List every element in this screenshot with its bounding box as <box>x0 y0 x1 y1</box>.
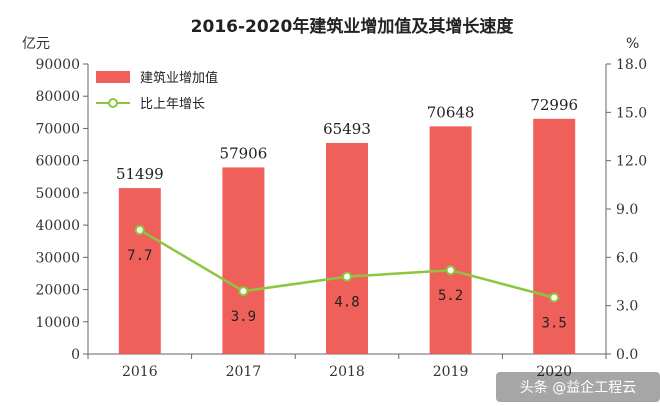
watermark-background <box>496 372 660 402</box>
bar <box>429 126 472 354</box>
left-tick-label: 60000 <box>35 154 80 170</box>
growth-line-group: 7.7 3.9 4.8 5.2 3.5 <box>127 224 567 332</box>
left-tick-label: 50000 <box>35 186 80 202</box>
bar <box>118 188 161 354</box>
x-tick-label: 2016 <box>122 364 158 380</box>
growth-point <box>238 286 249 297</box>
x-tick-label: 2019 <box>433 364 469 380</box>
legend-line-marker <box>108 98 118 108</box>
bar-value-label: 70648 <box>427 103 475 121</box>
watermark: 头条 @益企工程云 <box>496 372 660 402</box>
right-tick-label: 12.0 <box>616 154 647 170</box>
legend-bar-swatch <box>96 71 130 83</box>
growth-point <box>445 265 456 276</box>
left-tick-label: 80000 <box>35 89 80 105</box>
growth-value-label: 7.7 <box>127 248 152 264</box>
bars-group <box>118 118 576 354</box>
growth-point <box>134 224 145 235</box>
bar-value-label: 72996 <box>530 96 578 114</box>
growth-value-label: 3.5 <box>542 316 567 332</box>
right-tick-label: 3.0 <box>616 299 638 315</box>
bar-value-label: 65493 <box>323 120 371 138</box>
x-tick-label: 2018 <box>329 364 365 380</box>
growth-value-label: 4.8 <box>334 295 359 311</box>
bar <box>533 118 576 354</box>
bar-labels-group: 51499 57906 65493 70648 72996 <box>116 96 578 183</box>
left-tick-label: 10000 <box>35 315 80 331</box>
left-axis-unit: 亿元 <box>22 36 50 52</box>
right-axis-unit: % <box>626 36 639 52</box>
watermark-text: 头条 @益企工程云 <box>520 379 636 396</box>
growth-point <box>549 292 560 303</box>
left-tick-label: 30000 <box>35 250 80 266</box>
x-tick-label: 2017 <box>226 364 262 380</box>
right-tick-label: 18.0 <box>616 57 647 73</box>
left-tick-label: 40000 <box>35 218 80 234</box>
right-tick-label: 0.0 <box>616 347 638 363</box>
right-tick-label: 6.0 <box>616 250 638 266</box>
left-tick-label: 0 <box>71 347 80 363</box>
growth-point <box>342 271 352 282</box>
right-tick-label: 15.0 <box>616 105 647 121</box>
growth-value-label: 5.2 <box>438 288 463 304</box>
bar-value-label: 57906 <box>220 144 268 162</box>
right-tick-label: 9.0 <box>616 202 638 218</box>
bar <box>326 142 368 354</box>
bar-value-label: 51499 <box>116 165 164 183</box>
growth-value-label: 3.9 <box>231 309 256 325</box>
legend-line-label: 比上年增长 <box>140 97 205 112</box>
chart-title: 2016-2020年建筑业增加值及其增长速度 <box>191 16 515 37</box>
ticks-group: 0 10000 20000 30000 40000 50000 60000 70000 8000… <box>35 57 647 380</box>
legend-bar-label: 建筑业增加值 <box>140 70 218 86</box>
legend: 建筑业增加值 比上年增长 <box>96 70 218 112</box>
left-tick-label: 70000 <box>35 121 80 137</box>
left-tick-label: 90000 <box>35 57 80 73</box>
bar <box>222 167 265 354</box>
x-tick-label: 2020 <box>536 364 572 380</box>
left-tick-label: 20000 <box>35 283 80 299</box>
